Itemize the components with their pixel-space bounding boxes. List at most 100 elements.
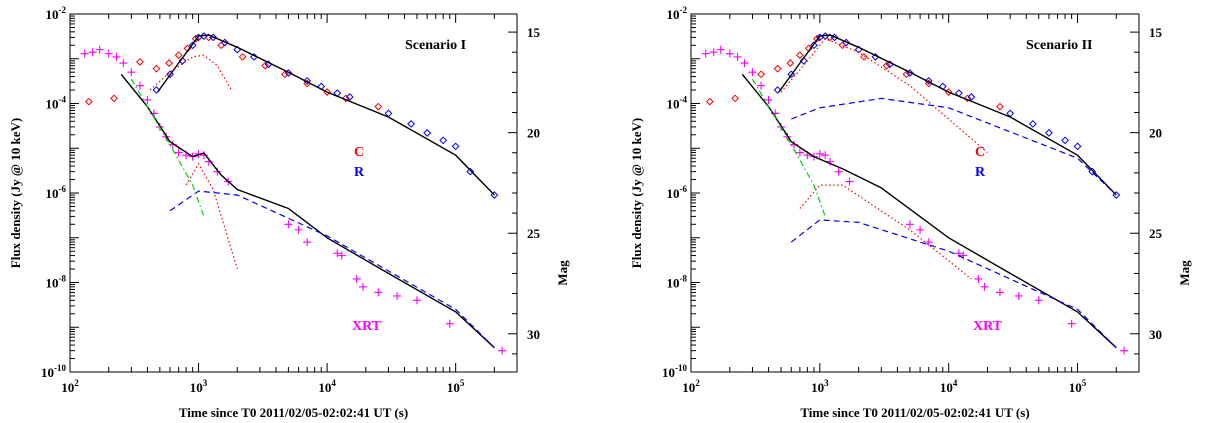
data-point-c — [261, 61, 270, 70]
data-point-xrt — [1014, 291, 1023, 300]
data-point-xrt — [112, 52, 121, 61]
data-point-xrt — [725, 49, 734, 58]
data-point-xrt — [757, 81, 766, 90]
data-point-xrt — [748, 68, 757, 77]
data-point-r — [905, 69, 914, 77]
x-tick-label: 102 — [682, 378, 700, 395]
data-point-xrt — [709, 48, 718, 57]
y-tick-label: 10-10 — [662, 363, 687, 380]
data-point-xrt — [1034, 296, 1043, 305]
data-point-c — [341, 94, 350, 103]
data-point-xrt — [374, 288, 383, 297]
data-point-xrt — [821, 151, 830, 160]
data-point-r — [166, 70, 174, 79]
series-model-7 — [169, 190, 495, 349]
model-curve-dashdot — [751, 78, 826, 217]
y-tick-label: 10-6 — [46, 184, 67, 201]
data-point-xrt — [905, 220, 914, 229]
data-point-c — [136, 58, 144, 66]
data-point-xrt — [795, 148, 804, 157]
data-point-xrt — [337, 251, 346, 260]
data-point-c — [705, 97, 714, 106]
data-point-r — [810, 41, 818, 50]
mag-tick-label: 30 — [1149, 327, 1162, 342]
chart-panel-right: 102 103 104 105 10-10 10-8 10-6 10-4 10-2 15 20 25 3… — [629, 5, 1192, 420]
data-point-r — [423, 129, 432, 137]
data-point-r — [924, 76, 933, 85]
data-point-c — [84, 97, 93, 106]
x-axis-title: Time since T0 2011/02/05-02:02:41 UT (s) — [179, 405, 408, 420]
model-curve-dashed — [790, 219, 1117, 349]
y-tick-label: 10-8 — [46, 274, 67, 291]
plot-frame — [69, 13, 518, 373]
mag-tick-label: 20 — [1149, 126, 1162, 141]
legend-c-label: C — [354, 145, 364, 160]
data-point-xrt — [412, 296, 421, 305]
data-point-xrt — [834, 167, 843, 176]
series-model-3 — [741, 73, 1117, 349]
model-curve-dotted — [185, 162, 238, 270]
data-point-r — [439, 136, 448, 145]
data-point-r — [188, 41, 197, 50]
data-point-xrt — [95, 45, 104, 54]
series-model-4 — [778, 34, 1117, 196]
y-tick-label: 10-2 — [46, 5, 67, 22]
mag-tick-label: 15 — [527, 25, 541, 40]
data-point-r — [284, 69, 293, 77]
data-point-c — [795, 51, 804, 60]
data-point-c — [882, 61, 891, 70]
x-tick-label: 105 — [1069, 378, 1087, 395]
data-point-xrt — [80, 49, 89, 58]
data-point-c — [152, 64, 161, 73]
data-point-xrt — [916, 225, 925, 234]
y-tick-label: 10-10 — [41, 363, 66, 380]
data-point-c — [860, 52, 868, 61]
data-point-c — [786, 59, 795, 67]
data-point-r — [1061, 136, 1069, 145]
data-point-xrt — [352, 274, 361, 283]
series-xrt — [701, 45, 1129, 355]
data-point-r — [451, 142, 460, 151]
data-point-r — [152, 86, 161, 94]
scenario-label: Scenario II — [1026, 38, 1093, 53]
data-point-r — [1112, 191, 1121, 199]
data-point-xrt — [974, 274, 983, 283]
data-point-c — [963, 94, 972, 103]
model-curve-line — [120, 73, 495, 349]
data-point-xrt — [88, 48, 97, 57]
y-tick-label: 10-4 — [667, 95, 688, 112]
x-axis-title: Time since T0 2011/02/05-02:02:41 UT (s) — [800, 405, 1029, 420]
data-point-c — [281, 70, 289, 79]
data-point-c — [773, 64, 782, 73]
mag-tick-label: 15 — [1149, 25, 1163, 40]
model-curve-line — [778, 34, 1117, 196]
data-point-r — [1028, 119, 1037, 128]
data-point-c — [217, 41, 226, 50]
data-point-xrt — [104, 49, 113, 58]
x-tick-label: 103 — [190, 378, 208, 395]
series-r — [152, 32, 499, 199]
y-tick-label: 10-4 — [46, 95, 67, 112]
data-point-xrt — [764, 95, 773, 104]
data-point-c — [838, 41, 847, 50]
data-point-xrt — [393, 291, 402, 300]
data-point-xrt — [733, 52, 742, 61]
data-point-c — [165, 59, 174, 67]
data-point-r — [466, 167, 475, 176]
legend-r-label: R — [354, 165, 365, 180]
data-point-xrt — [358, 282, 367, 291]
y-tick-label: 10-8 — [667, 274, 688, 291]
y-tick-label: 10-6 — [667, 184, 688, 201]
data-point-r — [407, 119, 415, 128]
y-tick-label: 10-2 — [667, 5, 688, 22]
series-model-8 — [790, 219, 1117, 349]
data-point-xrt — [174, 148, 183, 157]
x-tick-label: 103 — [811, 378, 829, 395]
data-point-c — [996, 102, 1004, 111]
data-point-xrt — [119, 59, 128, 68]
data-point-xrt — [845, 177, 854, 186]
mag-tick-label: 20 — [527, 126, 540, 141]
data-point-xrt — [740, 59, 749, 68]
model-curve-dashed — [791, 97, 1117, 196]
